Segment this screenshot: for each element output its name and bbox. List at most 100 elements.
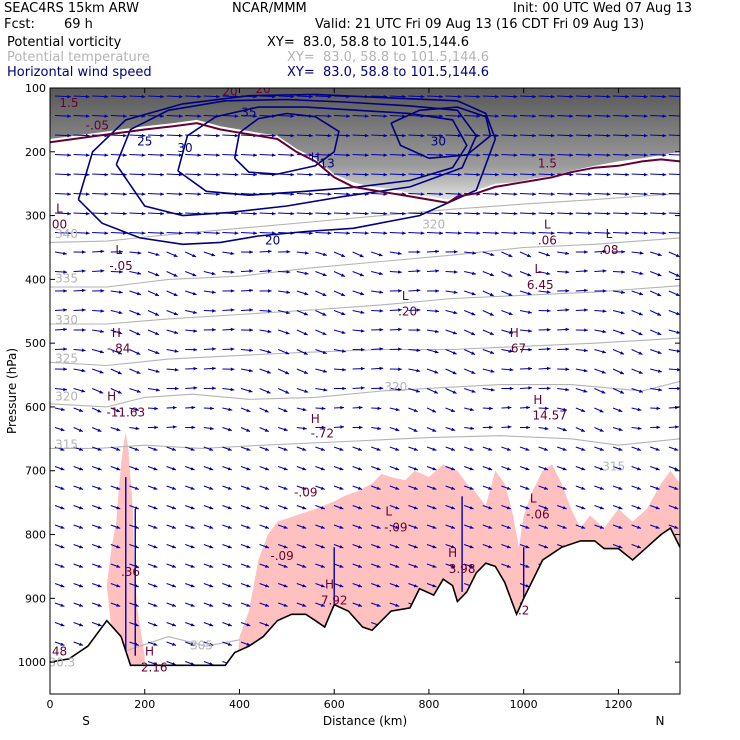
- annotation-label: H: [311, 412, 320, 426]
- wind-vector-head: [285, 390, 290, 394]
- wind-vector-head: [662, 231, 667, 235]
- wind-vector-head: [60, 506, 65, 510]
- wind-vector-head: [525, 584, 530, 588]
- wind-vector-head: [283, 564, 288, 568]
- wind-vector-head: [359, 253, 364, 257]
- wind-vector-head: [584, 288, 588, 293]
- wind-vector-head: [116, 506, 121, 510]
- wind-vector-head: [156, 388, 160, 392]
- wind-vector-head: [141, 231, 146, 235]
- wind-vector-head: [178, 114, 183, 118]
- wind-vector-head: [123, 211, 127, 216]
- wind-vector-head: [674, 506, 679, 510]
- wind-vector-head: [528, 347, 532, 352]
- wind-vector-head: [525, 564, 530, 568]
- wind-vector-head: [172, 447, 176, 451]
- wind-vector-head: [432, 428, 437, 432]
- wind-vector-head: [488, 525, 493, 529]
- wind-vector-head: [123, 114, 127, 118]
- wind-vector-head: [136, 351, 141, 355]
- wind-vector-head: [507, 425, 512, 429]
- wind-vector-head: [246, 525, 251, 529]
- wind-vector-head: [508, 273, 513, 277]
- terrain-fill: [50, 528, 680, 694]
- wind-vector-head: [509, 367, 514, 372]
- wind-vector-head: [434, 390, 438, 394]
- wind-vector-head: [657, 369, 662, 373]
- annotation-label: 30: [177, 141, 192, 155]
- y-tick-label: 200: [25, 146, 46, 159]
- annotation-label: H: [145, 645, 154, 659]
- wind-vector-head: [267, 269, 272, 273]
- wind-vector-head: [209, 545, 214, 549]
- wind-vector-head: [457, 114, 462, 118]
- wind-vector-head: [97, 603, 102, 607]
- wind-vector-head: [588, 153, 592, 157]
- wind-vector-head: [209, 506, 214, 510]
- wind-vector-head: [620, 310, 625, 315]
- wind-vector-head: [506, 486, 511, 490]
- annotation-label: 1.5: [59, 96, 78, 110]
- field-xy-wind: XY= 83.0, 58.8 to 101.5,144.6: [287, 65, 490, 80]
- wind-vector-head: [637, 426, 642, 430]
- wind-vector-head: [657, 292, 662, 296]
- wind-vector-head: [246, 467, 251, 471]
- wind-vector-head: [267, 309, 272, 313]
- wind-vector-head: [172, 623, 176, 627]
- x-tick-label: 0: [47, 698, 54, 711]
- wind-vector-head: [432, 584, 437, 588]
- wind-vector-head: [234, 114, 239, 118]
- wind-vector-head: [675, 253, 680, 257]
- wind-vector-head: [172, 506, 176, 510]
- wind-vector-head: [472, 251, 477, 255]
- wind-vector-head: [432, 447, 437, 451]
- wind-vector-head: [637, 407, 642, 412]
- wind-vector-head: [675, 405, 679, 410]
- wind-vector-head: [190, 642, 195, 646]
- wind-vector-head: [136, 312, 141, 316]
- wind-vector-head: [413, 584, 418, 588]
- wind-vector-head: [643, 192, 648, 196]
- wind-vector-head: [135, 426, 140, 431]
- wind-vector-head: [377, 406, 382, 411]
- wind-vector-head: [346, 114, 350, 118]
- wind-vector-head: [451, 486, 455, 490]
- annotation-label: 00: [52, 217, 67, 231]
- wind-vector-head: [123, 94, 127, 99]
- wind-vector-head: [153, 603, 158, 607]
- wind-vector-head: [376, 545, 381, 549]
- wind-vector-head: [227, 525, 232, 529]
- wind-vector-head: [227, 467, 232, 471]
- x-tick-label: 1000: [510, 698, 538, 711]
- wind-vector-head: [116, 564, 121, 568]
- wind-vector-head: [209, 642, 214, 646]
- wind-vector-head: [383, 133, 388, 138]
- wind-vector-head: [100, 249, 105, 254]
- wind-vector-head: [544, 426, 549, 431]
- wind-vector-head: [210, 406, 214, 410]
- wind-vector-head: [453, 270, 458, 274]
- wind-vector-head: [681, 212, 685, 216]
- wind-vector-head: [137, 271, 142, 275]
- annotation-label: H: [510, 326, 519, 340]
- wind-vector-head: [97, 486, 102, 490]
- wind-vector-head: [246, 408, 251, 412]
- wind-vector-head: [141, 94, 146, 99]
- annotation-label: 3.98: [449, 562, 476, 576]
- y-tick-label: 100: [25, 82, 46, 95]
- wind-vector-head: [435, 309, 439, 313]
- wind-vector-head: [364, 231, 369, 235]
- wind-vector-head: [620, 331, 625, 335]
- wind-vector-head: [563, 407, 567, 412]
- annotation-label: 20: [222, 85, 237, 99]
- wind-vector-head: [637, 525, 641, 529]
- wind-vector-head: [85, 153, 90, 157]
- wind-vector-head: [211, 290, 216, 294]
- wind-vector-head: [116, 447, 121, 451]
- wind-vector-head: [197, 172, 202, 177]
- wind-vector-head: [625, 192, 629, 196]
- wind-vector-head: [625, 114, 629, 118]
- wind-vector-head: [174, 368, 179, 372]
- wind-vector-head: [172, 545, 176, 549]
- wind-vector-head: [212, 347, 216, 351]
